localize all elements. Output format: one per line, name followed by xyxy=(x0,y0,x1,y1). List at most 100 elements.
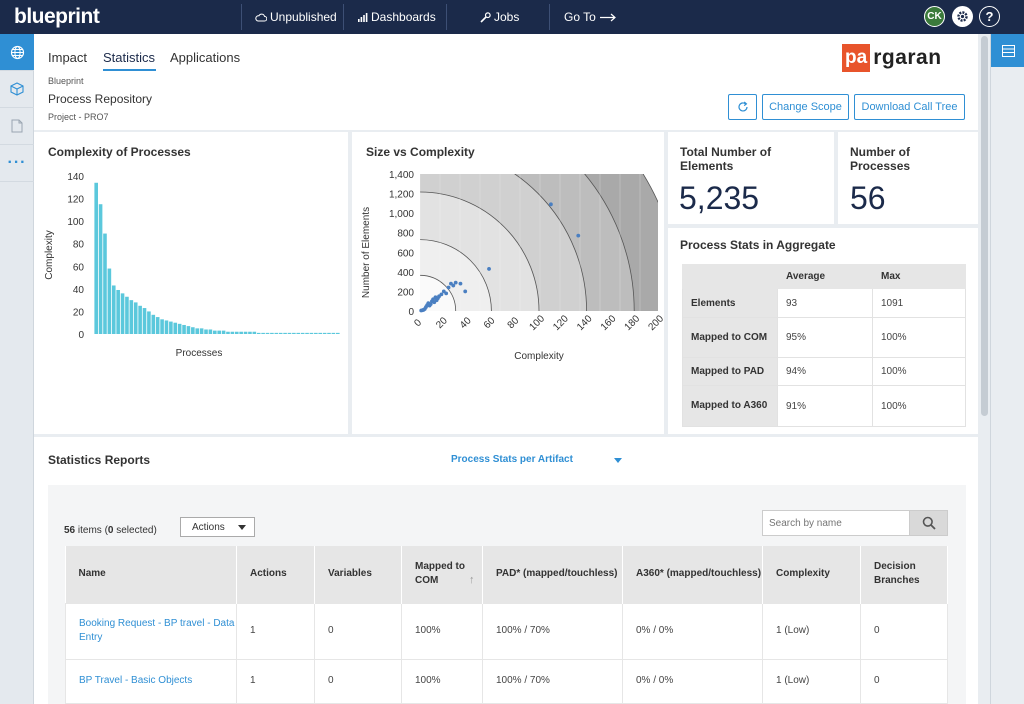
x-tick-label: 200 xyxy=(646,313,664,333)
nav-dashboards-label: Dashboards xyxy=(371,10,436,24)
gear-glyph xyxy=(957,11,968,22)
process-name-link[interactable]: Booking Request - BP travel - Data Entry xyxy=(79,618,235,643)
size-complexity-panel-title: Size vs Complexity xyxy=(366,145,475,159)
column-header-decision-branches[interactable]: Decision Branches xyxy=(860,546,948,603)
cube-icon[interactable] xyxy=(0,71,34,108)
x-tick-label: 100 xyxy=(527,313,547,333)
nav-dashboards[interactable]: Dashboards xyxy=(358,10,436,24)
report-type-select[interactable]: Process Stats per Artifact xyxy=(451,454,573,465)
scatter-point xyxy=(463,289,468,294)
bar xyxy=(169,321,173,334)
x-tick-label: 40 xyxy=(458,315,474,331)
bar xyxy=(151,314,156,334)
bar xyxy=(116,289,120,334)
search-input[interactable] xyxy=(762,510,910,536)
nav-unpublished-label: Unpublished xyxy=(270,10,337,24)
app-logo[interactable]: blueprint xyxy=(14,5,100,28)
bar xyxy=(160,319,164,334)
column-header-pad[interactable]: PAD* (mapped/touchless) xyxy=(482,546,623,603)
bar xyxy=(213,330,217,334)
x-tick-label: 160 xyxy=(599,313,619,333)
cell-decision-branches: 0 xyxy=(860,602,948,660)
y-tick-label: 0 xyxy=(408,307,414,318)
chevron-down-icon[interactable] xyxy=(614,458,622,463)
column-header-variables[interactable]: Variables xyxy=(314,546,402,603)
cell-variables: 0 xyxy=(314,602,402,660)
tab-impact[interactable]: Impact xyxy=(48,50,88,65)
bar xyxy=(305,332,309,334)
scatter-point xyxy=(458,281,463,286)
y-tick-label: 80 xyxy=(73,240,85,251)
nav-jobs[interactable]: Jobs xyxy=(480,10,519,24)
bar xyxy=(142,308,147,334)
refresh-button[interactable] xyxy=(728,94,757,120)
help-icon[interactable]: ? xyxy=(979,6,1000,27)
nav-unpublished[interactable]: Unpublished xyxy=(255,10,337,24)
cell-pad: 100% / 70% xyxy=(482,602,623,660)
column-header-actions[interactable]: Actions xyxy=(236,546,315,603)
cell-average: 95% xyxy=(777,317,873,358)
cell-complexity: 1 (Low) xyxy=(762,602,861,660)
globe-icon[interactable] xyxy=(0,34,34,71)
cell-variables: 0 xyxy=(314,658,402,704)
tab-statistics[interactable]: Statistics xyxy=(103,50,156,65)
bar xyxy=(98,204,103,334)
change-scope-button[interactable]: Change Scope xyxy=(762,94,849,120)
nav-divider xyxy=(446,4,447,30)
bar xyxy=(248,331,252,334)
tab-applications[interactable]: Applications xyxy=(170,50,241,65)
x-tick-label: 140 xyxy=(575,313,595,333)
page-title: Process Repository xyxy=(48,92,153,106)
size-complexity-panel: Size vs Complexity 0 200 400 600 800 1,000 1,2… xyxy=(352,132,664,434)
search-button[interactable] xyxy=(909,510,948,536)
bar xyxy=(133,302,138,334)
more-icon[interactable]: ··· xyxy=(0,145,34,182)
y-axis-label: Complexity xyxy=(44,230,55,279)
column-header-complexity[interactable]: Complexity xyxy=(762,546,861,603)
scatter-point xyxy=(487,267,491,271)
top-bar: blueprint Unpublished Dashboards Jobs Go… xyxy=(0,0,1024,34)
aggregate-stats-panel: Process Stats in Aggregate Average Max E… xyxy=(668,228,978,434)
bar xyxy=(111,285,116,334)
gear-icon[interactable] xyxy=(952,6,973,27)
table-row[interactable]: Booking Request - BP travel - Data Entry… xyxy=(65,602,948,660)
bar xyxy=(243,331,248,334)
cell-max: 100% xyxy=(872,357,966,386)
process-name-link[interactable]: BP Travel - Basic Objects xyxy=(79,675,193,686)
actions-dropdown[interactable]: Actions xyxy=(180,517,255,537)
aggregate-stats-title: Process Stats in Aggregate xyxy=(680,238,836,252)
download-call-tree-button[interactable]: Download Call Tree xyxy=(854,94,965,120)
row-label: Mapped to PAD xyxy=(682,357,778,386)
bar xyxy=(120,293,125,334)
page-header: Impact Statistics Applications Blueprint… xyxy=(34,34,978,130)
nav-divider xyxy=(549,4,550,30)
page-subtitle: Project - PRO7 xyxy=(48,112,109,122)
bar xyxy=(173,322,178,334)
column-header-name[interactable]: Name xyxy=(65,546,237,603)
scatter-point xyxy=(444,291,449,296)
bar xyxy=(261,332,265,334)
number-of-processes-value: 56 xyxy=(850,180,886,216)
table-row: Mapped to PAD 94% 100% xyxy=(682,357,966,386)
nav-goto[interactable]: Go To xyxy=(564,10,617,24)
cell-average: 91% xyxy=(777,385,873,427)
left-rail: ··· xyxy=(0,34,34,704)
row-label: Mapped to A360 xyxy=(682,385,778,427)
y-tick-label: 140 xyxy=(67,172,84,183)
breadcrumb[interactable]: Blueprint xyxy=(48,76,84,86)
complexity-zones xyxy=(420,174,658,311)
user-avatar[interactable]: CK xyxy=(924,6,945,27)
y-axis-label: Number of Elements xyxy=(361,207,372,298)
actions-dropdown-label: Actions xyxy=(192,521,225,533)
table-row[interactable]: BP Travel - Basic Objects 1 0 100% 100% … xyxy=(65,658,948,704)
report-table-area: 56 items (0 selected) Actions Name Actio… xyxy=(48,485,966,704)
y-tick-label: 20 xyxy=(73,307,85,318)
bar xyxy=(270,332,274,334)
column-header-mapped-com[interactable]: Mapped to COM ↑ xyxy=(401,546,483,603)
bar xyxy=(226,331,230,334)
page-scrollbar[interactable] xyxy=(981,36,988,416)
list-panel-icon[interactable] xyxy=(991,34,1024,67)
total-elements-card: Total Number of Elements 5,235 xyxy=(668,132,834,224)
column-header-a360[interactable]: A360* (mapped/touchless) xyxy=(622,546,763,603)
document-icon[interactable] xyxy=(0,108,34,145)
